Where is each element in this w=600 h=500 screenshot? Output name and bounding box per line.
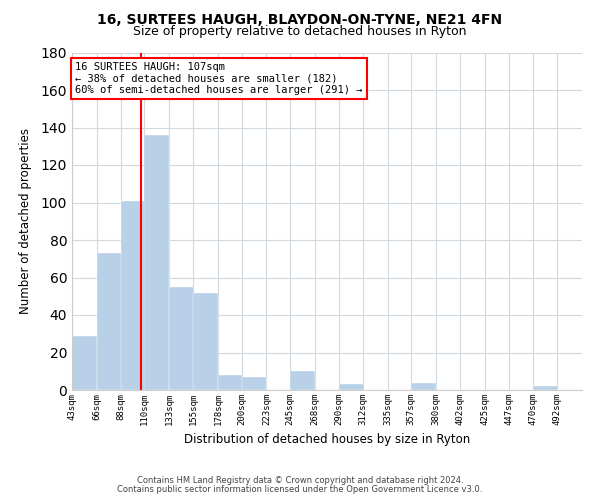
- Bar: [411, 382, 436, 390]
- X-axis label: Distribution of detached houses by size in Ryton: Distribution of detached houses by size …: [184, 434, 470, 446]
- Bar: [121, 200, 145, 390]
- Bar: [169, 287, 194, 390]
- Bar: [72, 336, 97, 390]
- Bar: [97, 253, 122, 390]
- Bar: [533, 386, 558, 390]
- Bar: [290, 371, 315, 390]
- Text: Contains public sector information licensed under the Open Government Licence v3: Contains public sector information licen…: [118, 485, 482, 494]
- Text: Contains HM Land Registry data © Crown copyright and database right 2024.: Contains HM Land Registry data © Crown c…: [137, 476, 463, 485]
- Text: 16, SURTEES HAUGH, BLAYDON-ON-TYNE, NE21 4FN: 16, SURTEES HAUGH, BLAYDON-ON-TYNE, NE21…: [97, 12, 503, 26]
- Bar: [145, 135, 169, 390]
- Text: 16 SURTEES HAUGH: 107sqm
← 38% of detached houses are smaller (182)
60% of semi-: 16 SURTEES HAUGH: 107sqm ← 38% of detach…: [75, 62, 363, 95]
- Bar: [218, 375, 243, 390]
- Bar: [339, 384, 364, 390]
- Bar: [193, 292, 218, 390]
- Text: Size of property relative to detached houses in Ryton: Size of property relative to detached ho…: [133, 25, 467, 38]
- Y-axis label: Number of detached properties: Number of detached properties: [19, 128, 32, 314]
- Bar: [242, 377, 266, 390]
